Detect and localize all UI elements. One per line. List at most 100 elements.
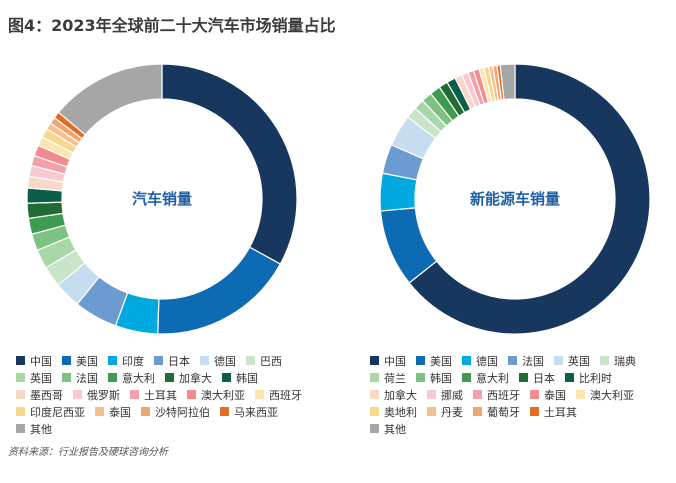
- legend-item: 俄罗斯: [73, 387, 120, 403]
- legend-swatch: [16, 356, 25, 365]
- legend-label: 澳大利亚: [201, 388, 245, 402]
- legend-swatch: [95, 407, 104, 416]
- legend-item: 泰国: [95, 404, 131, 420]
- legend-swatch: [255, 390, 264, 399]
- legend-label: 美国: [76, 354, 98, 368]
- legend-item: 沙特阿拉伯: [141, 404, 210, 420]
- legend-item: 美国: [62, 353, 98, 369]
- legend-label: 英国: [568, 354, 590, 368]
- donut-chart-1: 汽车销量: [26, 63, 298, 335]
- donut-chart-2: 新能源车销量: [379, 63, 651, 335]
- legend-label: 沙特阿拉伯: [155, 405, 210, 419]
- legend-item: 美国: [416, 353, 452, 369]
- legend-item: 印度: [108, 353, 144, 369]
- legend-swatch: [200, 356, 209, 365]
- legend-item: 韩国: [222, 370, 258, 386]
- legend-label: 印度: [122, 354, 144, 368]
- legend-swatch: [370, 390, 379, 399]
- legend-label: 德国: [214, 354, 236, 368]
- legend-item: 日本: [154, 353, 190, 369]
- legend-label: 印度尼西亚: [30, 405, 85, 419]
- legend-swatch: [62, 356, 71, 365]
- legend-item: 中国: [16, 353, 52, 369]
- legend-swatch: [600, 356, 609, 365]
- legend-swatch: [246, 356, 255, 365]
- legend-label: 丹麦: [441, 405, 463, 419]
- legend-label: 英国: [30, 371, 52, 385]
- legend-swatch: [16, 373, 25, 382]
- slice-中国: [161, 63, 298, 265]
- legend-label: 挪威: [441, 388, 463, 402]
- legend-swatch: [370, 407, 379, 416]
- legend-row: 中国 美国 印度 日本 德国 巴西: [16, 352, 312, 369]
- page-title: 图4：2023年全球前二十大汽车市场销量占比: [8, 16, 336, 35]
- legend-right: 中国 美国 德国 法国 英国 瑞典 荷兰 韩国 意大利 日本 比利时 加拿大 挪威 西班牙 泰国 澳大利亚 奥地…: [370, 352, 646, 437]
- legend-item: 印度尼西亚: [16, 404, 85, 420]
- legend-item: 法国: [62, 370, 98, 386]
- center-label: 新能源车销量: [470, 190, 560, 208]
- legend-row: 奥地利 丹麦 葡萄牙 土耳其: [370, 403, 646, 420]
- slice-美国: [157, 246, 282, 335]
- legend-label: 西班牙: [269, 388, 302, 402]
- legend-label: 美国: [430, 354, 452, 368]
- legend-item: 挪威: [427, 387, 463, 403]
- legend-label: 日本: [533, 371, 555, 385]
- legend-item: 韩国: [416, 370, 452, 386]
- legend-label: 俄罗斯: [87, 388, 120, 402]
- center-label: 汽车销量: [132, 190, 192, 208]
- legend-item: 泰国: [530, 387, 566, 403]
- legend-swatch: [462, 373, 471, 382]
- legend-item: 其他: [16, 421, 52, 437]
- legend-label: 其他: [384, 422, 406, 436]
- legend-swatch: [165, 373, 174, 382]
- legend-swatch: [519, 373, 528, 382]
- legend-label: 西班牙: [487, 388, 520, 402]
- legend-item: 英国: [554, 353, 590, 369]
- legend-item: 西班牙: [255, 387, 302, 403]
- legend-item: 土耳其: [130, 387, 177, 403]
- legend-label: 中国: [30, 354, 52, 368]
- legend-row: 其他: [16, 420, 312, 437]
- legend-label: 韩国: [430, 371, 452, 385]
- legend-swatch: [16, 424, 25, 433]
- legend-label: 中国: [384, 354, 406, 368]
- legend-swatch: [530, 407, 539, 416]
- legend-left: 中国 美国 印度 日本 德国 巴西 英国 法国 意大利 加拿大 韩国 墨西哥 俄罗斯 土耳其 澳大利亚 西班牙…: [16, 352, 312, 437]
- legend-item: 英国: [16, 370, 52, 386]
- legend-swatch: [554, 356, 563, 365]
- legend-item: 加拿大: [370, 387, 417, 403]
- legend-label: 意大利: [122, 371, 155, 385]
- legend-item: 葡萄牙: [473, 404, 520, 420]
- legend-swatch: [370, 424, 379, 433]
- legend-label: 巴西: [260, 354, 282, 368]
- legend-item: 意大利: [108, 370, 155, 386]
- legend-label: 土耳其: [144, 388, 177, 402]
- legend-label: 法国: [76, 371, 98, 385]
- legend-label: 葡萄牙: [487, 405, 520, 419]
- legend-swatch: [530, 390, 539, 399]
- legend-swatch: [427, 407, 436, 416]
- legend-swatch: [108, 356, 117, 365]
- legend-label: 法国: [522, 354, 544, 368]
- legend-item: 德国: [462, 353, 498, 369]
- legend-swatch: [108, 373, 117, 382]
- legend-item: 荷兰: [370, 370, 406, 386]
- legend-item: 马来西亚: [220, 404, 278, 420]
- legend-item: 土耳其: [530, 404, 577, 420]
- legend-swatch: [462, 356, 471, 365]
- legend-item: 法国: [508, 353, 544, 369]
- legend-swatch: [222, 373, 231, 382]
- legend-item: 意大利: [462, 370, 509, 386]
- legend-item: 中国: [370, 353, 406, 369]
- source-note: 资料来源：行业报告及硬球咨询分析: [8, 447, 168, 458]
- legend-swatch: [62, 373, 71, 382]
- legend-item: 澳大利亚: [187, 387, 245, 403]
- legend-row: 英国 法国 意大利 加拿大 韩国: [16, 369, 312, 386]
- legend-label: 意大利: [476, 371, 509, 385]
- legend-swatch: [416, 373, 425, 382]
- legend-row: 其他: [370, 420, 646, 437]
- legend-label: 加拿大: [179, 371, 212, 385]
- legend-label: 澳大利亚: [590, 388, 634, 402]
- legend-item: 比利时: [565, 370, 612, 386]
- slice-其他: [499, 63, 516, 101]
